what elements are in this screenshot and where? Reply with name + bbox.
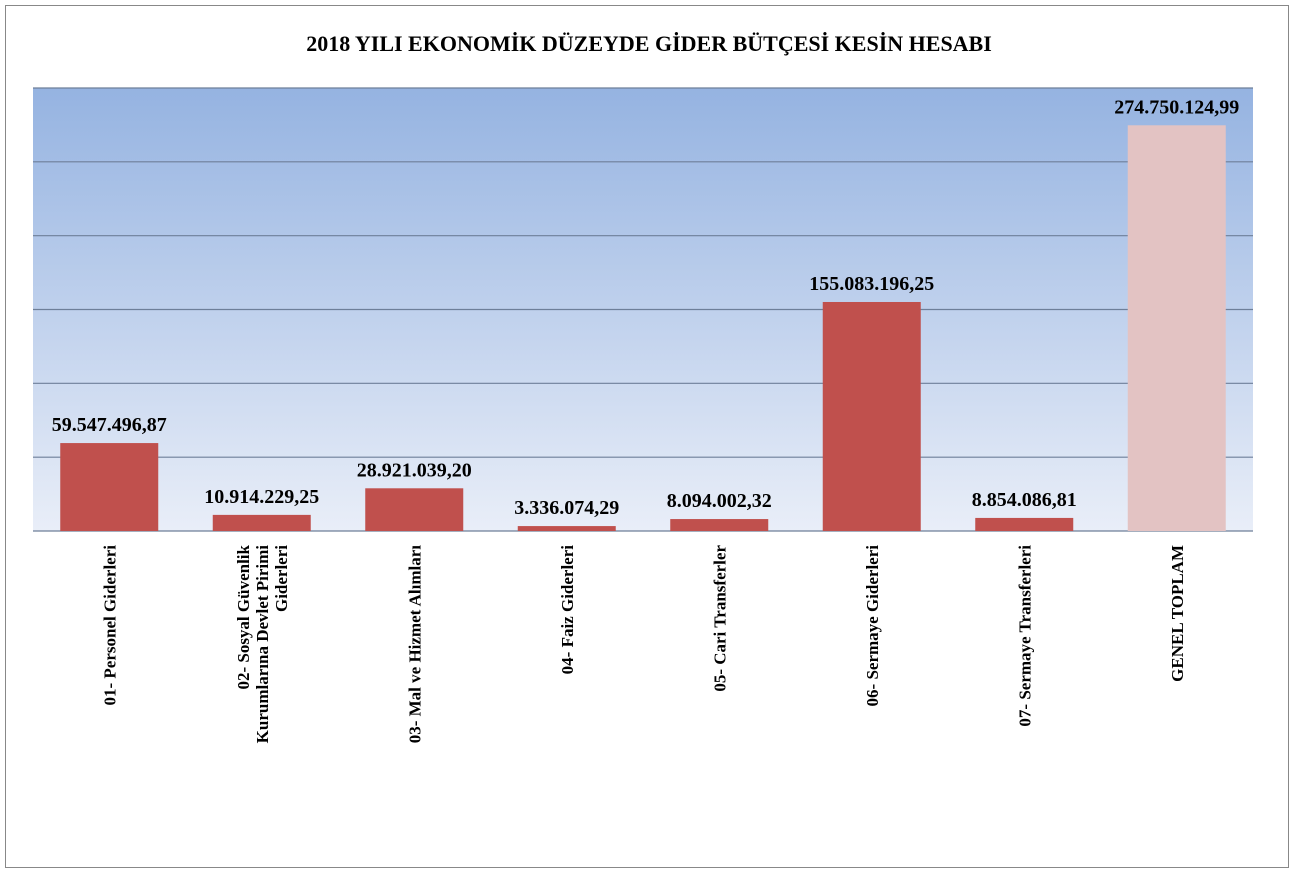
- data-label: 28.921.039,20: [357, 459, 472, 481]
- bar: [517, 526, 616, 531]
- bar: [670, 519, 769, 531]
- x-tick-label-line: Giderleri: [272, 545, 291, 612]
- x-tick-label: 02- Sosyal GüvenlikKurumlarına Devlet Pi…: [234, 544, 291, 743]
- x-tick-label-line: 06- Sermaye Giderleri: [863, 545, 882, 707]
- data-label: 8.094.002,32: [667, 490, 772, 512]
- bar: [365, 488, 464, 531]
- x-tick-label-line: 05- Cari Transferler: [710, 545, 729, 692]
- data-label: 3.336.074,29: [514, 497, 619, 519]
- x-tick-label-line: GENEL TOPLAM: [1168, 545, 1187, 682]
- x-tick-label-line: 04- Faiz Giderleri: [558, 545, 577, 675]
- data-label: 10.914.229,25: [204, 486, 319, 508]
- x-tick-label: 07- Sermaye Transferleri: [1015, 545, 1034, 727]
- bar: [822, 301, 921, 531]
- bar: [1127, 125, 1226, 532]
- bar: [60, 443, 159, 531]
- data-label: 274.750.124,99: [1114, 96, 1239, 118]
- data-label: 8.854.086,81: [972, 489, 1077, 511]
- x-tick-label-line: 07- Sermaye Transferleri: [1015, 545, 1034, 727]
- x-tick-label: 06- Sermaye Giderleri: [863, 545, 882, 707]
- data-label: 59.547.496,87: [52, 414, 167, 436]
- bar: [975, 517, 1074, 531]
- x-tick-label: 01- Personel Giderleri: [100, 545, 119, 706]
- x-tick-label-line: 03- Mal ve Hizmet Alımları: [405, 545, 424, 744]
- bar: [212, 514, 311, 531]
- x-tick-label-line: 02- Sosyal Güvenlik: [234, 544, 253, 689]
- chart-title: 2018 YILI EKONOMİK DÜZEYDE GİDER BÜTÇESİ…: [306, 31, 992, 56]
- x-tick-label-line: Kurumlarına Devlet Pirimi: [253, 545, 272, 744]
- x-tick-label: 05- Cari Transferler: [710, 545, 729, 692]
- x-tick-label: GENEL TOPLAM: [1168, 545, 1187, 682]
- data-label: 155.083.196,25: [809, 273, 934, 295]
- x-tick-label: 03- Mal ve Hizmet Alımları: [405, 545, 424, 744]
- x-tick-label-line: 01- Personel Giderleri: [100, 545, 119, 706]
- x-tick-label: 04- Faiz Giderleri: [558, 545, 577, 675]
